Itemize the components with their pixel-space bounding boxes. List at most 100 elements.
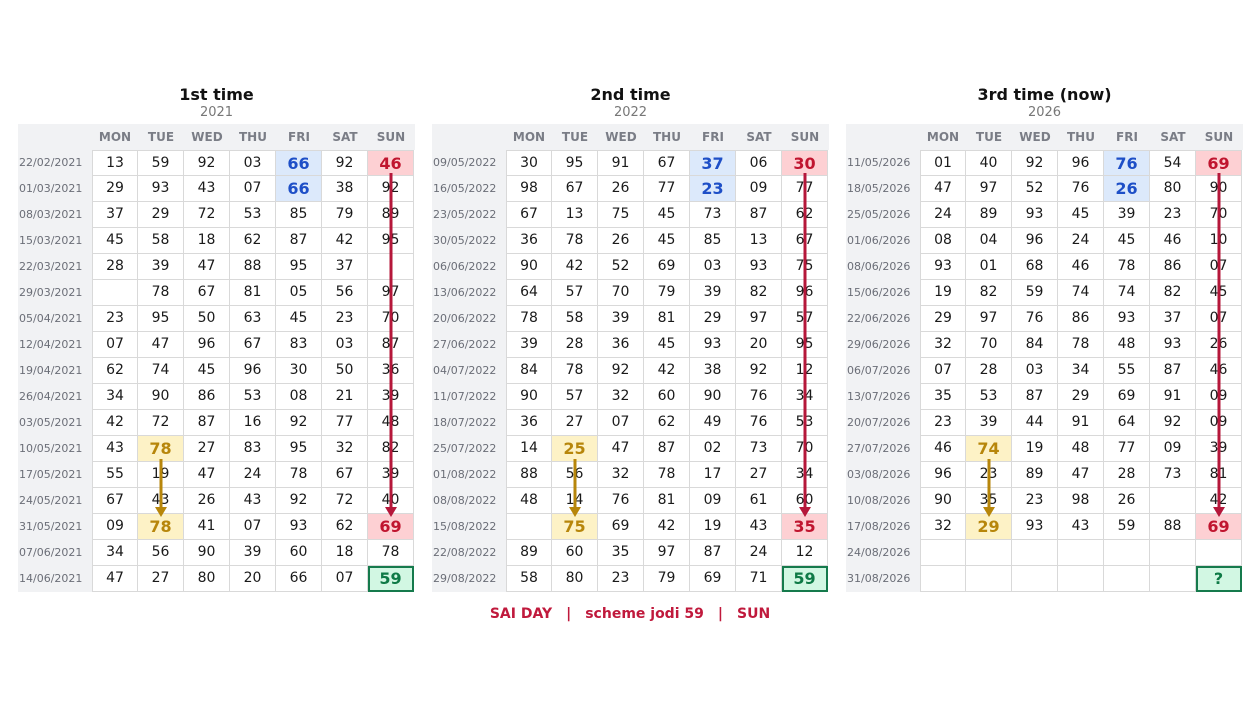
- table-cell: 26: [598, 176, 644, 202]
- table-cell: 60: [276, 540, 322, 566]
- row-date: 30/05/2022: [432, 228, 506, 254]
- table-cell: [1058, 540, 1104, 566]
- table-cell: 43: [138, 488, 184, 514]
- row-date: 20/07/2026: [846, 410, 920, 436]
- table-row: 07/06/2021 34 56 90 39 60 18 78: [18, 540, 415, 566]
- table-cell: 08: [920, 228, 966, 254]
- table-cell: 95: [782, 332, 828, 358]
- row-date: 31/08/2026: [846, 566, 920, 592]
- table-cell: 56: [138, 540, 184, 566]
- table-cell: 61: [736, 488, 782, 514]
- table-cell: 01: [966, 254, 1012, 280]
- highlight-cell-blue: 66: [276, 176, 322, 202]
- highlight-cell-gold: 29: [966, 514, 1012, 540]
- table-cell: 96: [1058, 150, 1104, 176]
- table-row: 30/05/2022 36 78 26 45 85 13 67: [432, 228, 829, 254]
- table-cell: 37: [322, 254, 368, 280]
- table-cell: 67: [230, 332, 276, 358]
- panel-3rd-time: 3rd time (now) 2026 MON TUE WED THU FRI SAT SU…: [846, 84, 1243, 592]
- highlight-cell-green: 59: [782, 566, 828, 592]
- table-cell: 78: [552, 228, 598, 254]
- table-cell: 32: [920, 332, 966, 358]
- table-cell: 32: [598, 384, 644, 410]
- table-cell: 45: [644, 228, 690, 254]
- table-cell: 03: [322, 332, 368, 358]
- row-date: 03/05/2021: [18, 410, 92, 436]
- row-date: 29/06/2026: [846, 332, 920, 358]
- day-header: SAT: [332, 130, 358, 144]
- table-row: 11/07/2022 90 57 32 60 90 76 34: [432, 384, 829, 410]
- table-cell: 60: [782, 488, 828, 514]
- row-date: 08/03/2021: [18, 202, 92, 228]
- table-cell: [92, 280, 138, 306]
- highlight-cell-green: ?: [1196, 566, 1242, 592]
- table-cell: 47: [138, 332, 184, 358]
- table-cell: 37: [92, 202, 138, 228]
- row-date: 14/06/2021: [18, 566, 92, 592]
- table-cell: 47: [184, 254, 230, 280]
- table-cell: 67: [92, 488, 138, 514]
- table-cell: 05: [276, 280, 322, 306]
- row-date: 25/05/2026: [846, 202, 920, 228]
- table-cell: 87: [368, 332, 414, 358]
- row-date: 15/06/2026: [846, 280, 920, 306]
- table-row: 03/08/2026 96 23 89 47 28 73 81: [846, 462, 1243, 488]
- table-cell: 27: [736, 462, 782, 488]
- row-date: 06/06/2022: [432, 254, 506, 280]
- table-cell: 10: [1196, 228, 1242, 254]
- table-cell: [1012, 540, 1058, 566]
- table-cell: 12: [782, 358, 828, 384]
- table-cell: 74: [138, 358, 184, 384]
- table-cell: 42: [644, 358, 690, 384]
- table-cell: 52: [598, 254, 644, 280]
- table-cell: 62: [92, 358, 138, 384]
- table-cell: 92: [276, 488, 322, 514]
- table-row: 15/08/2022 75 69 42 19 43 35: [432, 514, 829, 540]
- row-date: 12/04/2021: [18, 332, 92, 358]
- row-date: 17/08/2026: [846, 514, 920, 540]
- table-cell: 79: [644, 280, 690, 306]
- table-cell: 53: [782, 410, 828, 436]
- table-cell: 93: [1012, 514, 1058, 540]
- table-cell: 58: [506, 566, 552, 592]
- table-row: 23/05/2022 67 13 75 45 73 87 62: [432, 202, 829, 228]
- table-cell: 42: [552, 254, 598, 280]
- table-cell: 30: [276, 358, 322, 384]
- table-cell: 53: [230, 384, 276, 410]
- table-cell: [1012, 566, 1058, 592]
- row-date: 18/05/2026: [846, 176, 920, 202]
- table-cell: 76: [1058, 176, 1104, 202]
- table-cell: 93: [1104, 306, 1150, 332]
- table-cell: 36: [368, 358, 414, 384]
- table-cell: 97: [368, 280, 414, 306]
- table-cell: 29: [138, 202, 184, 228]
- row-date: 22/02/2021: [18, 150, 92, 176]
- table-cell: 08: [276, 384, 322, 410]
- table-cell: 87: [276, 228, 322, 254]
- chart-grid: MON TUE WED THU FRI SAT SUN 22/02/2021 13 59 92 03 6…: [18, 124, 415, 592]
- table-cell: 80: [1150, 176, 1196, 202]
- table-cell: 92: [1012, 150, 1058, 176]
- table-row: 17/08/2026 32 29 93 43 59 88 69: [846, 514, 1243, 540]
- table-cell: 64: [1104, 410, 1150, 436]
- table-cell: 90: [1196, 176, 1242, 202]
- table-cell: 72: [322, 488, 368, 514]
- table-cell: 09: [690, 488, 736, 514]
- table-cell: 35: [966, 488, 1012, 514]
- table-cell: 13: [92, 150, 138, 176]
- row-date: 09/05/2022: [432, 150, 506, 176]
- table-cell: 38: [690, 358, 736, 384]
- day-header: THU: [239, 130, 267, 144]
- table-row: 03/05/2021 42 72 87 16 92 77 48: [18, 410, 415, 436]
- table-cell: 81: [230, 280, 276, 306]
- table-cell: 39: [690, 280, 736, 306]
- table-cell: 73: [690, 202, 736, 228]
- table-cell: 32: [920, 514, 966, 540]
- table-cell: 26: [1104, 488, 1150, 514]
- table-row: 29/08/2022 58 80 23 79 69 71 59: [432, 566, 829, 592]
- table-cell: 45: [1196, 280, 1242, 306]
- table-cell: 88: [1150, 514, 1196, 540]
- table-cell: 39: [966, 410, 1012, 436]
- day-header: TUE: [975, 130, 1003, 144]
- table-cell: 16: [230, 410, 276, 436]
